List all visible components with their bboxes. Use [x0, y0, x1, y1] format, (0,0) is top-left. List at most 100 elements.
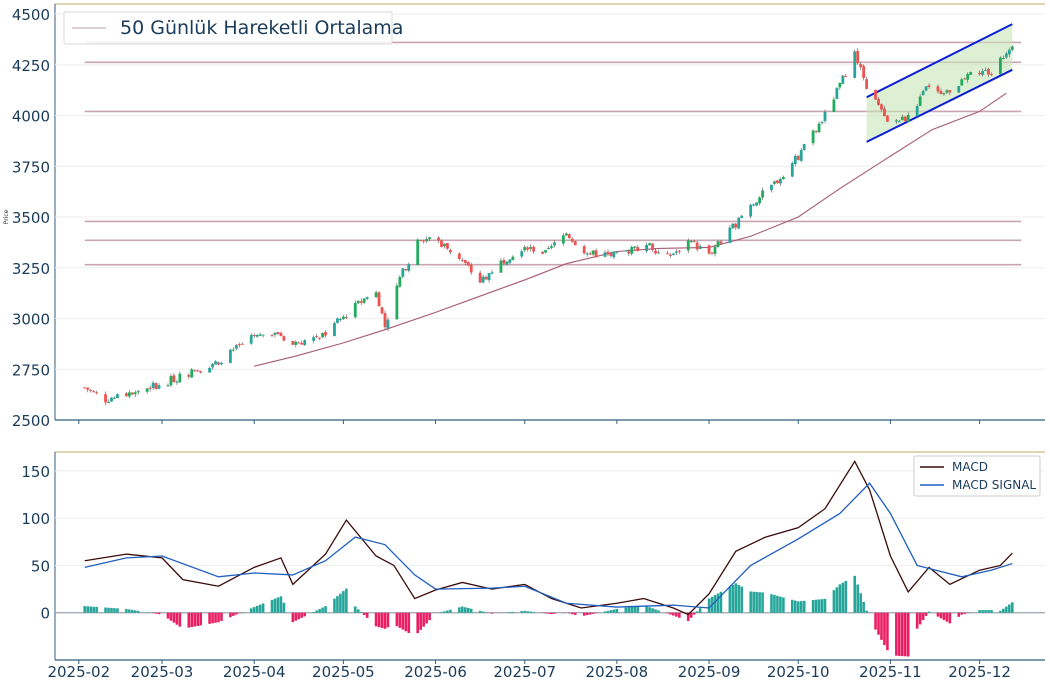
candlestick — [386, 317, 390, 332]
candlestick — [481, 274, 485, 284]
candle-body — [570, 238, 574, 242]
macd-histogram-bar — [990, 610, 993, 613]
candle-body — [612, 251, 616, 258]
candle-body — [740, 215, 744, 218]
candlestick — [83, 387, 87, 389]
candlestick — [770, 184, 773, 193]
macd-histogram-bar — [865, 610, 868, 613]
macd-histogram-bar — [900, 612, 904, 657]
candlestick — [942, 92, 946, 96]
macd-histogram-bar — [199, 612, 202, 626]
macd-histogram-bar — [948, 612, 952, 624]
macd-histogram-bar — [779, 596, 782, 613]
candlestick — [532, 245, 536, 254]
candlestick — [594, 248, 598, 258]
candlestick — [124, 391, 128, 397]
macd-histogram-bar — [154, 612, 158, 614]
candle-body — [654, 250, 657, 254]
candle-body — [130, 392, 134, 395]
candlestick — [443, 243, 446, 249]
candle-body — [395, 285, 399, 320]
macd-histogram-bar — [133, 610, 137, 613]
candle-body — [567, 234, 571, 239]
candle-body — [945, 90, 949, 93]
macd-histogram-bar — [624, 607, 628, 613]
candlestick — [740, 214, 744, 218]
candlestick — [874, 89, 877, 100]
candlestick — [437, 236, 440, 243]
candle-body — [89, 389, 93, 391]
candlestick — [234, 343, 238, 351]
candlestick — [374, 290, 378, 299]
candlestick — [695, 240, 699, 252]
candlestick — [758, 196, 761, 206]
candle-body — [532, 246, 536, 252]
candle-body — [651, 243, 654, 251]
candle-body — [261, 334, 265, 336]
candlestick — [814, 129, 818, 134]
candle-body — [341, 316, 345, 319]
candlestick — [508, 258, 512, 265]
candlestick — [630, 245, 634, 256]
macd-histogram-bar — [478, 610, 482, 613]
candlestick — [880, 103, 883, 112]
candlestick — [585, 251, 589, 257]
macd-histogram-bar — [446, 610, 449, 613]
candlestick — [502, 257, 506, 266]
macd-histogram-bar — [291, 612, 295, 623]
candlestick — [428, 236, 431, 242]
candle-body — [353, 302, 357, 318]
candlestick — [446, 242, 449, 250]
candle-body — [169, 376, 173, 386]
candle-body — [422, 240, 426, 242]
macd-histogram-bar — [568, 612, 571, 614]
candle-body — [208, 367, 211, 373]
candlestick — [425, 236, 429, 244]
macd-histogram-bar — [883, 612, 886, 646]
macd-histogram-bar — [353, 606, 357, 613]
macd-histogram-bar — [294, 612, 298, 621]
macd-histogram-bar — [89, 606, 92, 613]
macd-histogram-bar — [532, 611, 535, 613]
macd-histogram-bar — [945, 612, 949, 622]
candlestick — [505, 261, 509, 266]
candle-body — [862, 65, 866, 79]
candlestick — [570, 237, 574, 243]
macd-histogram-bar — [116, 608, 119, 613]
macd-histogram-bar — [178, 612, 182, 627]
candle-body — [841, 75, 845, 84]
candle-body — [1004, 53, 1008, 58]
candle-body — [1010, 46, 1014, 50]
candle-body — [220, 362, 223, 365]
candlestick — [416, 238, 420, 266]
macd-histogram-bar — [903, 612, 907, 657]
candlestick — [282, 335, 286, 342]
macd-histogram-bar — [817, 599, 821, 613]
candlestick — [698, 244, 702, 250]
candle-body — [294, 341, 298, 345]
candle-body — [211, 363, 214, 368]
candle-body — [939, 90, 943, 95]
candle-body — [234, 345, 238, 349]
candlestick — [110, 396, 113, 403]
macd-histogram-bar — [345, 588, 348, 613]
candlestick — [969, 71, 973, 76]
candlestick — [344, 314, 348, 320]
macd-histogram-bar — [449, 609, 452, 613]
candle-body — [707, 245, 711, 254]
candlesticks — [83, 45, 1014, 406]
candlestick — [657, 249, 660, 254]
candle-body — [820, 121, 824, 123]
candle-body — [481, 276, 485, 283]
candlestick — [544, 250, 547, 254]
macd-histogram-bar — [318, 609, 321, 613]
candlestick — [339, 317, 342, 322]
candlestick — [380, 307, 384, 315]
macd-histogram-bar — [490, 612, 494, 614]
candle-body — [282, 336, 286, 341]
macd-histogram-bar — [110, 607, 113, 613]
candlestick — [318, 337, 321, 341]
candlestick — [404, 268, 408, 272]
candlestick — [877, 96, 880, 106]
candle-body — [407, 264, 411, 271]
